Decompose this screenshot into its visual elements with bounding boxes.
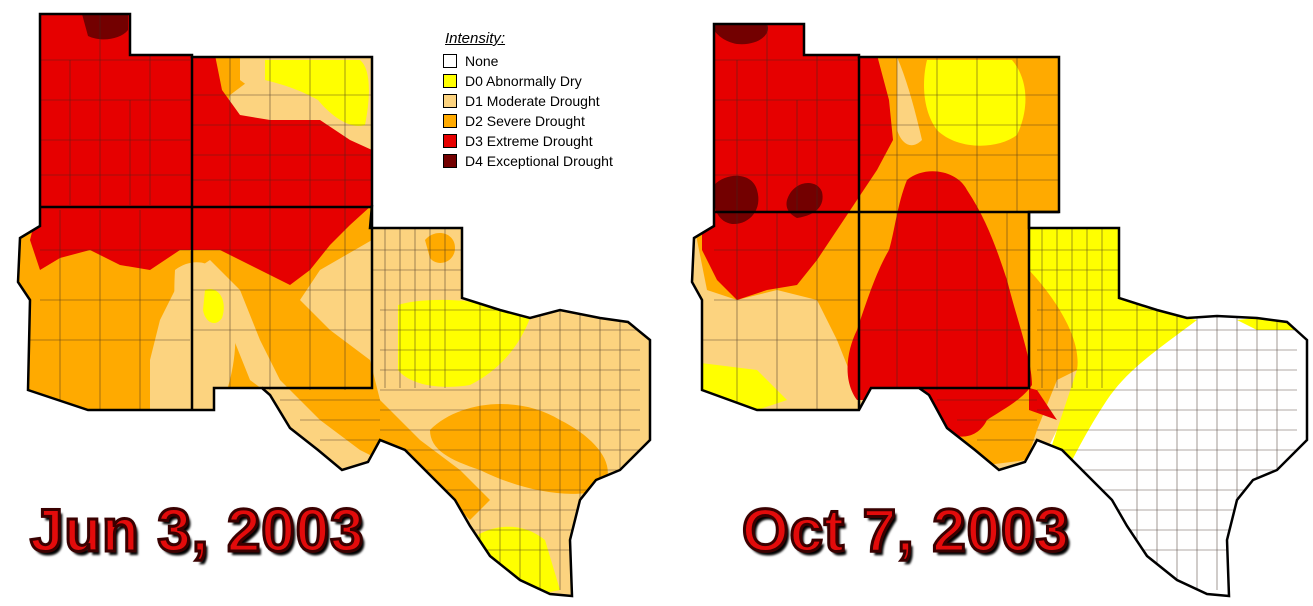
state-borders-jun xyxy=(16,12,652,598)
legend-swatch-d1 xyxy=(443,94,457,108)
legend-swatch-d0 xyxy=(443,74,457,88)
legend-swatch-none xyxy=(443,54,457,68)
legend-swatch-d4 xyxy=(443,154,457,168)
legend-label: D0 Abnormally Dry xyxy=(465,73,582,89)
date-label-oct: Oct 7, 2003 xyxy=(741,496,1071,566)
state-borders-oct xyxy=(690,22,1309,598)
drought-map-jun-2003 xyxy=(0,0,656,606)
legend-swatch-d3 xyxy=(443,134,457,148)
date-label-jun: Jun 3, 2003 xyxy=(29,496,366,566)
legend-title: Intensity: xyxy=(445,30,506,47)
legend-item-d1: D1 Moderate Drought xyxy=(443,91,658,111)
legend-item-d3: D3 Extreme Drought xyxy=(443,131,658,151)
map-canvas-jun xyxy=(16,12,652,598)
legend-label: D1 Moderate Drought xyxy=(465,93,600,109)
county-lines-jun xyxy=(30,14,640,590)
legend-item-d4: D4 Exceptional Drought xyxy=(443,151,658,171)
map-canvas-oct xyxy=(690,22,1309,598)
legend-label: D4 Exceptional Drought xyxy=(465,153,613,169)
legend-label: D2 Severe Drought xyxy=(465,113,585,129)
legend-item-none: None xyxy=(443,51,658,71)
legend-label: None xyxy=(465,53,499,69)
legend-item-d0: D0 Abnormally Dry xyxy=(443,71,658,91)
legend-swatch-d2 xyxy=(443,114,457,128)
legend-item-d2: D2 Severe Drought xyxy=(443,111,658,131)
legend-label: D3 Extreme Drought xyxy=(465,133,593,149)
intensity-legend: Intensity: None D0 Abnormally Dry D1 Mod… xyxy=(443,30,658,171)
drought-map-oct-2003 xyxy=(657,0,1313,606)
